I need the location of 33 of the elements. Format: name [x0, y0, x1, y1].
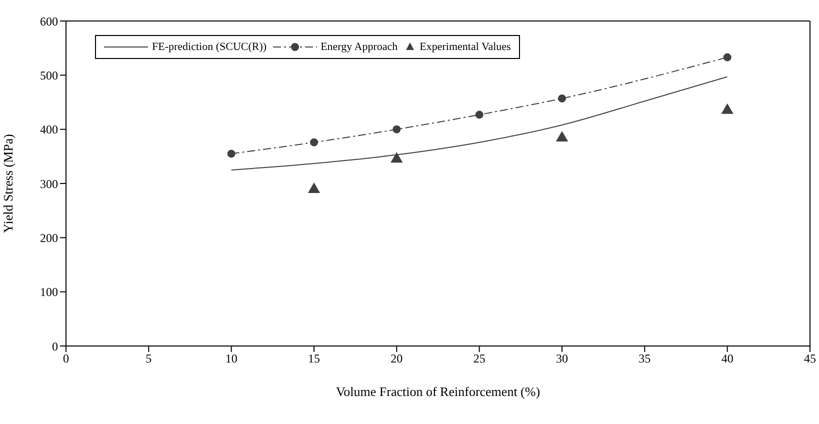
x-tick-label: 0: [63, 352, 69, 366]
legend-label: Energy Approach: [320, 41, 398, 53]
y-tick-label: 500: [40, 68, 58, 82]
point: [558, 94, 566, 102]
point: [310, 138, 318, 146]
point: [308, 182, 320, 193]
x-tick-label: 10: [225, 352, 238, 366]
x-tick-label: 30: [556, 352, 568, 366]
y-tick-label: 400: [40, 122, 58, 137]
x-tick-label: 35: [638, 352, 651, 366]
y-tick-label: 600: [40, 14, 58, 28]
x-tick-label: 40: [721, 352, 734, 366]
point: [556, 130, 568, 142]
line-series: [230, 76, 728, 170]
x-tick-label: 25: [473, 352, 486, 366]
point: [723, 53, 732, 62]
y-axis-title: Yield Stress (MPa): [0, 134, 16, 233]
x-tick-label: 15: [308, 352, 320, 366]
point: [475, 110, 484, 119]
y-tick-label: 0: [52, 339, 58, 354]
x-tick-label: 20: [390, 352, 403, 366]
legend-label: Experimental Values: [420, 41, 511, 53]
y-tick-label: 300: [40, 176, 58, 191]
y-tick-label: 100: [40, 285, 58, 300]
x-axis-title: Volume Fraction of Reinforcement (%): [336, 384, 540, 399]
x-tick-label: 45: [804, 352, 816, 366]
y-tick-label: 200: [40, 230, 58, 245]
legend-label: FE-prediction (SCUC(R)): [152, 41, 267, 53]
x-tick-label: 5: [146, 352, 152, 366]
point: [392, 125, 401, 134]
point: [390, 152, 403, 163]
point: [721, 103, 734, 114]
point: [227, 150, 236, 158]
